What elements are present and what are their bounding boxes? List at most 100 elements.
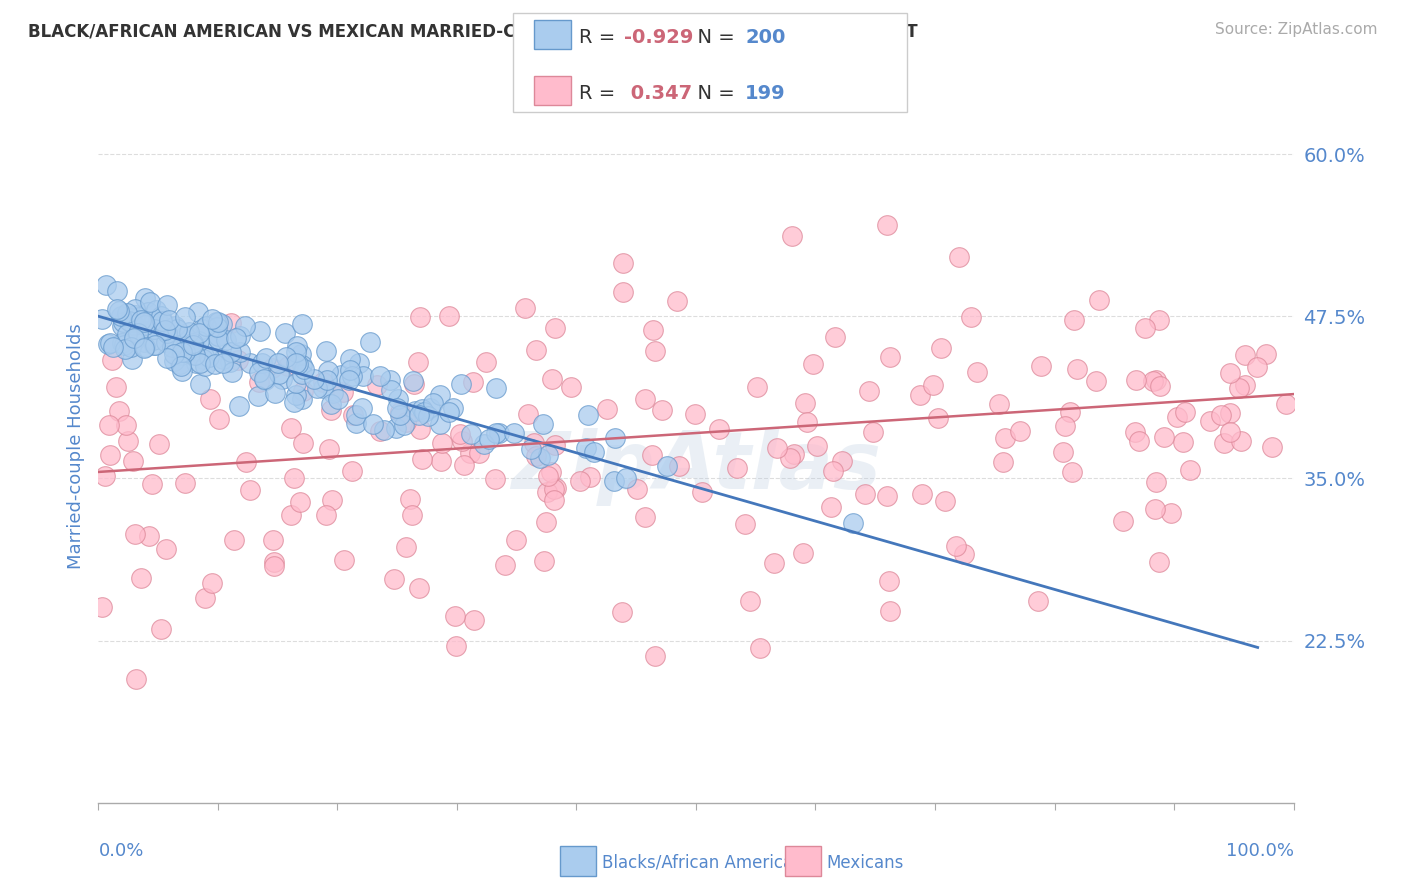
Point xyxy=(239,483,262,498)
Point xyxy=(908,388,931,402)
Point xyxy=(120,310,142,325)
Point xyxy=(531,417,554,432)
Point xyxy=(449,427,471,442)
Point xyxy=(690,484,713,499)
Point xyxy=(1147,555,1170,569)
Point xyxy=(342,464,364,478)
Point xyxy=(148,436,170,450)
Point xyxy=(193,349,215,363)
Point xyxy=(205,320,228,334)
Point xyxy=(603,431,626,445)
Point xyxy=(247,365,270,379)
Point xyxy=(876,489,898,503)
Text: Blacks/African Americans: Blacks/African Americans xyxy=(602,854,813,871)
Point xyxy=(225,331,247,345)
Point xyxy=(494,558,516,572)
Point xyxy=(114,338,136,352)
Point xyxy=(350,401,373,415)
Point xyxy=(879,604,901,618)
Point xyxy=(1149,379,1171,393)
Point xyxy=(725,460,748,475)
Point xyxy=(170,348,193,362)
Point xyxy=(515,301,537,315)
Point xyxy=(115,327,138,342)
Point xyxy=(277,359,299,373)
Point xyxy=(201,311,224,326)
Point xyxy=(160,321,183,335)
Point xyxy=(280,508,302,523)
Point xyxy=(395,541,418,555)
Point xyxy=(163,318,186,333)
Point xyxy=(517,407,540,421)
Text: Mexicans: Mexicans xyxy=(827,854,904,871)
Point xyxy=(156,351,179,365)
Point xyxy=(142,333,165,347)
Point xyxy=(290,347,312,361)
Point xyxy=(373,423,395,437)
Point xyxy=(122,334,145,348)
Point xyxy=(1053,419,1076,434)
Point xyxy=(792,545,814,559)
Point xyxy=(156,298,179,312)
Point xyxy=(155,541,177,556)
Point xyxy=(204,357,226,371)
Point xyxy=(385,401,408,415)
Point xyxy=(235,455,257,469)
Point xyxy=(439,405,461,419)
Point xyxy=(315,373,337,387)
Point xyxy=(122,331,145,345)
Point xyxy=(184,348,207,362)
Point xyxy=(394,418,416,433)
Point xyxy=(485,426,508,441)
Point xyxy=(1088,293,1111,307)
Point xyxy=(612,256,634,270)
Point xyxy=(211,317,233,331)
Point xyxy=(201,575,224,590)
Point xyxy=(801,357,824,371)
Point xyxy=(170,364,193,378)
Point xyxy=(129,313,152,327)
Point xyxy=(568,474,591,488)
Point xyxy=(150,309,173,323)
Point xyxy=(540,465,562,479)
Point xyxy=(385,421,408,435)
Point xyxy=(862,425,884,439)
Point xyxy=(204,315,226,329)
Text: 200: 200 xyxy=(745,28,786,47)
Point xyxy=(460,446,482,460)
Point xyxy=(344,416,367,430)
Point xyxy=(329,368,352,383)
Point xyxy=(233,318,256,333)
Point xyxy=(823,464,845,478)
Point xyxy=(1212,436,1234,450)
Point xyxy=(388,405,411,419)
Point xyxy=(198,392,221,406)
Point xyxy=(820,500,842,514)
Point xyxy=(740,594,762,608)
Point xyxy=(1219,405,1241,419)
Point xyxy=(1246,360,1268,375)
Point xyxy=(179,325,201,339)
Point xyxy=(544,481,567,495)
Point xyxy=(927,410,949,425)
Point xyxy=(145,338,167,352)
Point xyxy=(107,404,129,418)
Point xyxy=(143,322,166,336)
Y-axis label: Married-couple Households: Married-couple Households xyxy=(66,323,84,569)
Point xyxy=(388,409,411,423)
Point xyxy=(583,444,606,458)
Point xyxy=(149,622,172,636)
Point xyxy=(929,342,952,356)
Point xyxy=(560,380,582,394)
Point xyxy=(634,392,657,406)
Point xyxy=(612,605,634,619)
Point xyxy=(339,352,361,367)
Point xyxy=(763,556,786,570)
Point xyxy=(534,515,557,529)
Point xyxy=(952,547,974,561)
Point xyxy=(1143,502,1166,516)
Point xyxy=(142,338,165,352)
Point xyxy=(1008,424,1031,438)
Point xyxy=(401,508,423,522)
Point xyxy=(366,377,388,392)
